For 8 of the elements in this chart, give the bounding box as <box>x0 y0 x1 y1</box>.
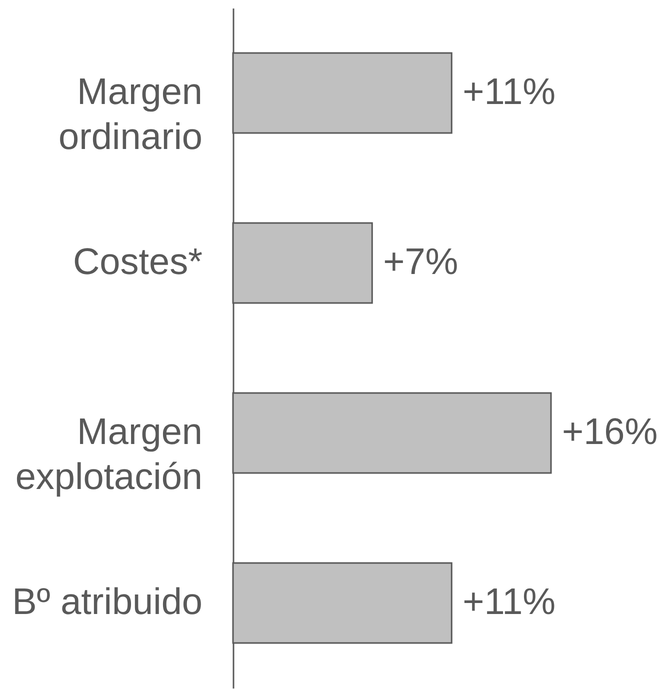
y-tick-label: Costes* <box>72 241 202 282</box>
y-tick-label: Bº atribuido <box>12 581 202 622</box>
y-tick-label: Margen explotación <box>15 411 202 497</box>
y-tick-label: Margen ordinario <box>58 71 202 157</box>
data-label: +16% <box>562 411 658 452</box>
data-label: +11% <box>462 581 556 622</box>
data-label: +11% <box>462 71 556 112</box>
data-label: +7% <box>383 241 458 282</box>
